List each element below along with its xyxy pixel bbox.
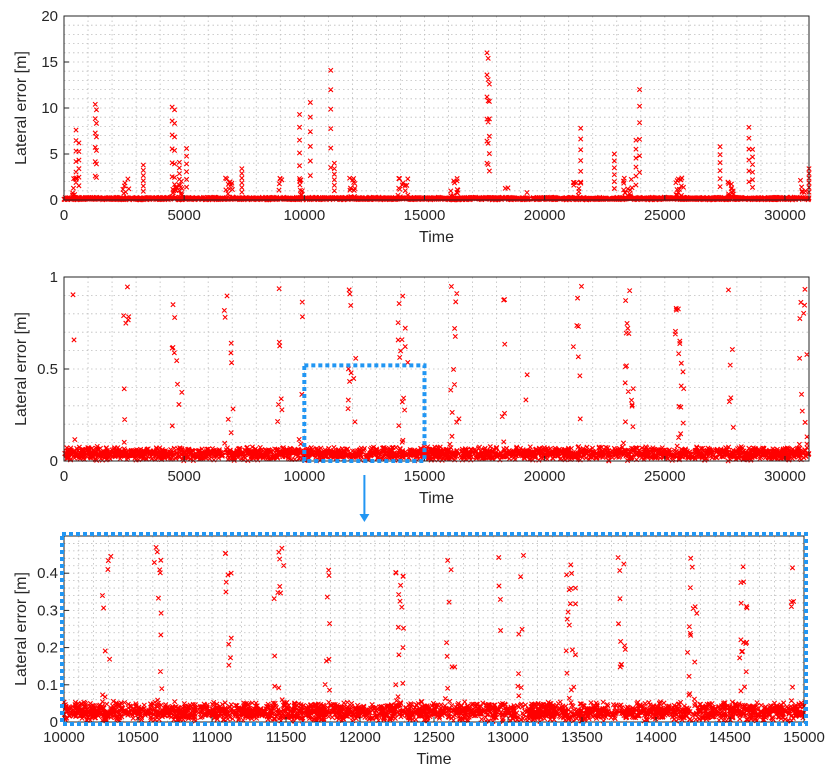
zoom-connector: [359, 475, 370, 522]
series-markers: [61, 544, 807, 725]
x-tick-label: 13500: [561, 729, 603, 746]
x-axis-title: Time: [419, 229, 454, 246]
x-tick-label: 11500: [266, 729, 307, 746]
x-tick-label: 25000: [644, 468, 686, 485]
x-tick-label: 0: [60, 207, 68, 224]
x-tick-label: 30000: [764, 207, 806, 224]
x-axis-title: Time: [417, 751, 452, 768]
arrow-down-icon: [359, 514, 370, 522]
y-tick-label: 0: [50, 192, 58, 209]
x-tick-label: 11000: [192, 729, 233, 746]
y-tick-label: 5: [50, 146, 58, 163]
x-tick-label: 15000: [783, 729, 825, 746]
y-axis-title: Lateral error [m]: [13, 312, 30, 426]
x-tick-label: 10000: [43, 729, 85, 746]
y-tick-label: 15: [41, 54, 58, 71]
x-tick-label: 10000: [283, 207, 325, 224]
x-tick-label: 10000: [283, 468, 325, 485]
x-tick-label: 14500: [709, 729, 751, 746]
x-tick-label: 0: [60, 468, 68, 485]
y-tick-label: 0.3: [37, 602, 58, 619]
axis-box: [63, 276, 810, 462]
x-axis-title: Time: [419, 490, 454, 507]
y-axis: 0 5 10 15 20: [41, 8, 69, 209]
x-tick-label: 15000: [404, 468, 446, 485]
x-tick-label: 13000: [487, 729, 529, 746]
grid: [63, 15, 810, 201]
x-tick-label: 12000: [339, 729, 381, 746]
x-tick-label: 14000: [635, 729, 677, 746]
y-axis-title: Lateral error [m]: [13, 51, 30, 165]
scatter-marks: [61, 544, 807, 725]
y-axis: 00.51: [37, 269, 69, 470]
x-axis: 0 5000 10000 15000 20000 25000 30000: [60, 195, 806, 224]
panel-clipped-range: 0 5000 10000 15000 20000 25000 3000000.51TimeL…: [13, 269, 812, 507]
x-axis: 0 5000 10000 15000 20000 25000 30000: [60, 456, 806, 485]
series-markers: [62, 283, 812, 464]
panel-full-range: 0 5000 10000 15000 20000 25000 30000 0 5 10 15 20 Ti…: [13, 8, 812, 246]
y-tick-label: 0: [50, 714, 58, 731]
y-tick-label: 0: [50, 453, 58, 470]
x-tick-label: 25000: [644, 207, 686, 224]
y-tick-label: 0.1: [37, 677, 58, 694]
y-tick-label: 0.2: [37, 640, 58, 657]
x-tick-label: 5000: [167, 468, 200, 485]
x-tick-label: 10500: [117, 729, 159, 746]
x-tick-label: 20000: [524, 207, 566, 224]
scatter-marks: [62, 283, 812, 464]
y-tick-label: 0.4: [37, 565, 58, 582]
x-tick-label: 30000: [764, 468, 806, 485]
y-tick-label: 0.5: [37, 361, 58, 378]
x-tick-label: 15000: [404, 207, 446, 224]
zoom-panel-frame: [60, 532, 808, 726]
x-axis: 10000 10500 11000 11500 12000 12500 13000 13500…: [43, 717, 825, 746]
y-tick-label: 20: [41, 8, 58, 25]
panel-zoomed-range: 10000 10500 11000 11500 12000 12500 13000 13500…: [13, 532, 825, 768]
grid: [63, 535, 805, 723]
y-axis: 0 0.1 0.2 0.3 0.4: [37, 565, 69, 731]
x-tick-label: 20000: [524, 468, 566, 485]
y-axis-title: Lateral error [m]: [13, 572, 30, 686]
x-tick-label: 12500: [413, 729, 455, 746]
zoom-highlight-box: [302, 363, 427, 464]
y-tick-label: 10: [41, 100, 58, 117]
x-tick-label: 5000: [167, 207, 200, 224]
grid: [63, 276, 810, 462]
y-tick-label: 1: [50, 269, 58, 286]
